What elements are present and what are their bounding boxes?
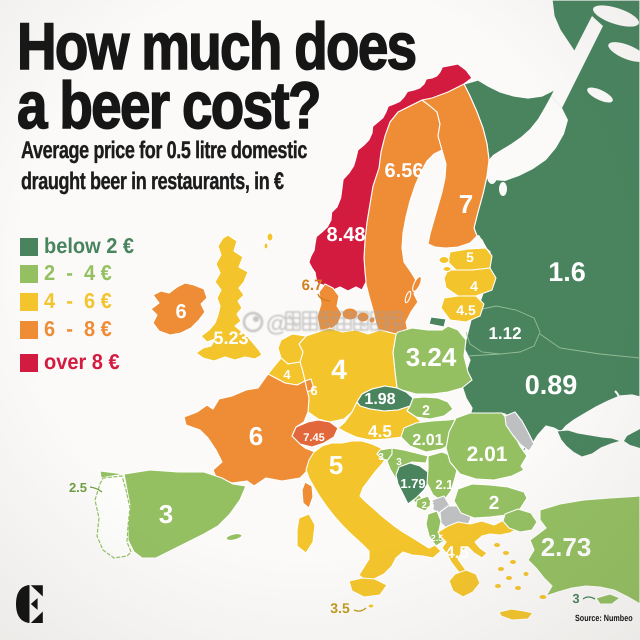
svg-text:5: 5: [329, 450, 343, 480]
svg-text:8.48: 8.48: [327, 224, 366, 246]
svg-text:4.5: 4.5: [445, 543, 469, 562]
svg-text:4: 4: [331, 354, 347, 385]
svg-text:3: 3: [378, 452, 384, 463]
svg-text:4.5: 4.5: [456, 302, 476, 318]
svg-text:1.79: 1.79: [400, 476, 425, 491]
svg-text:3: 3: [572, 591, 579, 606]
svg-text:1.6: 1.6: [548, 257, 586, 287]
svg-text:2: 2: [489, 493, 500, 514]
svg-text:3.5: 3.5: [330, 600, 350, 616]
svg-text:@: @: [266, 310, 288, 336]
svg-text:4.5: 4.5: [368, 422, 392, 441]
svg-text:2.5: 2.5: [422, 500, 435, 510]
svg-text:2.73: 2.73: [541, 532, 592, 562]
svg-text:5: 5: [466, 249, 474, 265]
svg-text:4: 4: [470, 278, 478, 294]
svg-text:6: 6: [249, 421, 263, 451]
svg-text:2.01: 2.01: [412, 432, 443, 449]
svg-text:3.24: 3.24: [406, 342, 457, 372]
svg-text:1.98: 1.98: [364, 391, 395, 408]
svg-text:6: 6: [175, 301, 186, 323]
svg-text:7: 7: [459, 189, 473, 219]
svg-text:5.23: 5.23: [213, 328, 248, 348]
svg-text:3: 3: [159, 499, 173, 529]
svg-text:6.56: 6.56: [385, 160, 424, 182]
svg-text:3: 3: [396, 457, 402, 468]
svg-text:2: 2: [422, 402, 430, 418]
svg-text:6.7: 6.7: [302, 277, 323, 294]
svg-text:6: 6: [310, 383, 317, 398]
svg-text:2.5: 2.5: [69, 480, 87, 495]
svg-text:2.5: 2.5: [431, 533, 444, 543]
svg-text:4: 4: [283, 367, 291, 382]
svg-text:0.89: 0.89: [525, 370, 578, 400]
svg-text:7.45: 7.45: [303, 432, 324, 444]
svg-text:2.01: 2.01: [467, 443, 508, 466]
svg-text:1.12: 1.12: [488, 324, 521, 343]
svg-text:2.16: 2.16: [435, 477, 460, 492]
